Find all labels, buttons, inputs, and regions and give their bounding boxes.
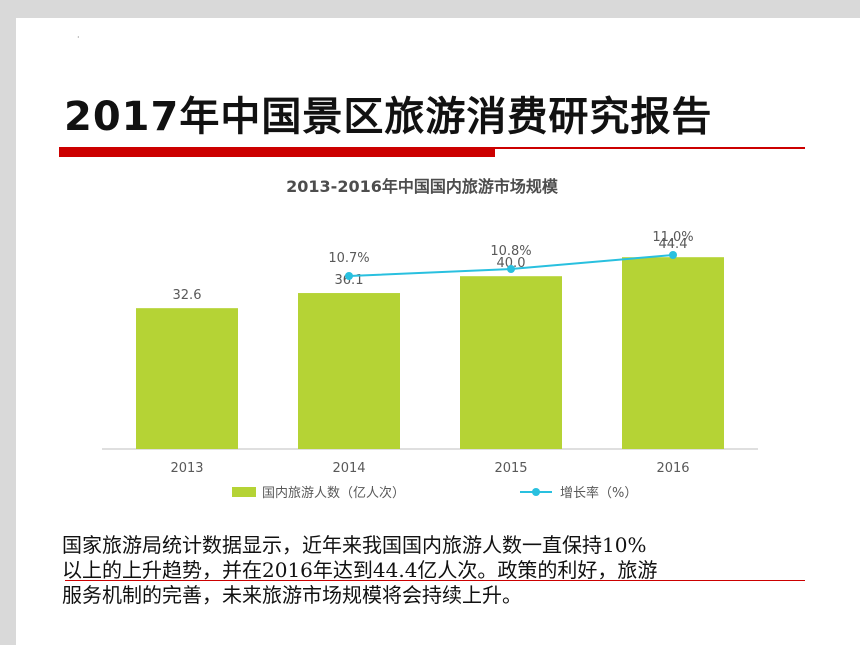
growth-point-2016 (669, 251, 677, 259)
chart-title: 2013-2016年中国国内旅游市场规模 (286, 177, 559, 196)
bar-label-2016: 44.4 (659, 237, 688, 252)
growth-label-2016: 11.0% (652, 230, 693, 245)
bar-label-2014: 36.1 (335, 273, 364, 288)
growth-point-2014 (345, 272, 353, 280)
body-underline (65, 580, 805, 581)
bar-2015 (460, 276, 562, 449)
legend-swatch-bars (232, 487, 256, 497)
chart-svg: 2013-2016年中国国内旅游市场规模32.6201336.1201440.0… (102, 177, 758, 501)
legend-marker-growth (532, 488, 540, 496)
legend-label-bars: 国内旅游人数（亿人次） (262, 485, 405, 501)
summary-paragraph: 国家旅游局统计数据显示，近年来我国国内旅游人数一直保持10% 以上的上升趋势，并… (62, 533, 782, 608)
page-title: 2017年中国景区旅游消费研究报告 (64, 94, 713, 140)
chart-area: 2013-2016年中国国内旅游市场规模 32.6 2013 36.1 2014 40.0… (84, 165, 760, 518)
x-tick-label-2013: 2013 (170, 461, 203, 476)
dot-mark: · (77, 33, 80, 42)
title-underline-thick (59, 147, 495, 157)
growth-label-2014: 10.7% (328, 251, 369, 266)
slide-left-frame (0, 18, 16, 645)
bar-label-2013: 32.6 (173, 288, 202, 303)
legend-label-growth: 增长率（%） (560, 485, 637, 501)
summary-line-2: 以上的上升趋势，并在2016年达到44.4亿人次。政策的利好，旅游 (62, 558, 658, 582)
summary-line-3: 服务机制的完善，未来旅游市场规模将会持续上升。 (62, 583, 522, 607)
bar-2016 (622, 257, 724, 449)
bar-2014 (298, 293, 400, 449)
title-underline-thin (495, 147, 805, 149)
growth-label-2015: 10.8% (490, 244, 531, 259)
growth-point-2015 (507, 265, 515, 273)
x-tick-label-2016: 2016 (656, 461, 689, 476)
summary-line-1: 国家旅游局统计数据显示，近年来我国国内旅游人数一直保持10% (62, 533, 647, 557)
slide-top-frame (0, 0, 860, 18)
x-tick-label-2015: 2015 (494, 461, 527, 476)
bar-2013 (136, 308, 238, 449)
x-tick-label-2014: 2014 (332, 461, 365, 476)
